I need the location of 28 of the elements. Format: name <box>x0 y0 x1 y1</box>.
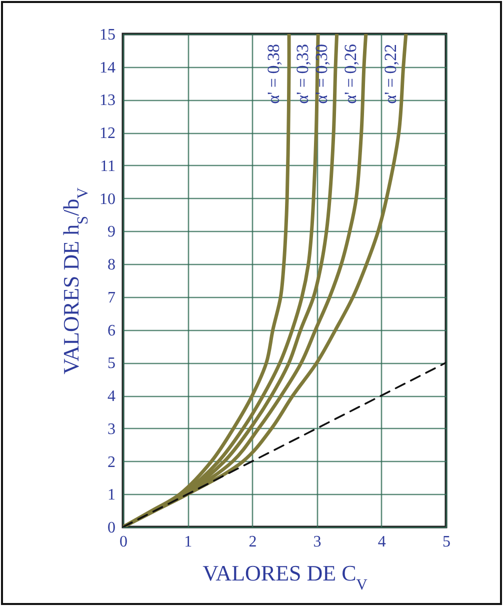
y-tick-label: 13 <box>100 92 116 110</box>
x-tick-label: 1 <box>184 534 192 550</box>
y-tick-label: 4 <box>108 388 116 406</box>
y-tick-label: 9 <box>108 224 116 241</box>
text: α' = 0,33 <box>293 44 312 104</box>
y-tick-label: 14 <box>100 59 116 76</box>
y-tick-label: 1 <box>108 486 116 504</box>
text: α' = 0,22 <box>380 44 400 104</box>
y-tick-label: 7 <box>108 289 116 306</box>
x-tick-label: 3 <box>313 534 322 550</box>
x-tick-label: 5 <box>442 534 450 550</box>
y-tick-label: 6 <box>108 322 116 340</box>
y-tick-label: 0 <box>108 520 116 536</box>
y-tick-label: 8 <box>108 256 116 274</box>
y-tick-label: 5 <box>108 355 116 372</box>
text: α' = 0,26 <box>340 44 360 104</box>
y-tick-label: 2 <box>108 454 116 471</box>
x-tick-label: 0 <box>120 534 128 550</box>
x-tick-label: 4 <box>378 534 386 550</box>
y-tick-label: 11 <box>100 158 116 175</box>
text: α' = 0,30 <box>312 44 331 104</box>
x-tick-label: 2 <box>248 534 257 550</box>
y-tick-label: 3 <box>108 420 116 438</box>
y-tick-label: 12 <box>100 125 116 142</box>
x-axis-title: VALORES DE C$_{V}$ <box>202 560 368 593</box>
text: α' = 0,38 <box>264 44 284 104</box>
y-tick-label: 15 <box>100 26 116 44</box>
y-tick-label: 10 <box>100 190 116 208</box>
